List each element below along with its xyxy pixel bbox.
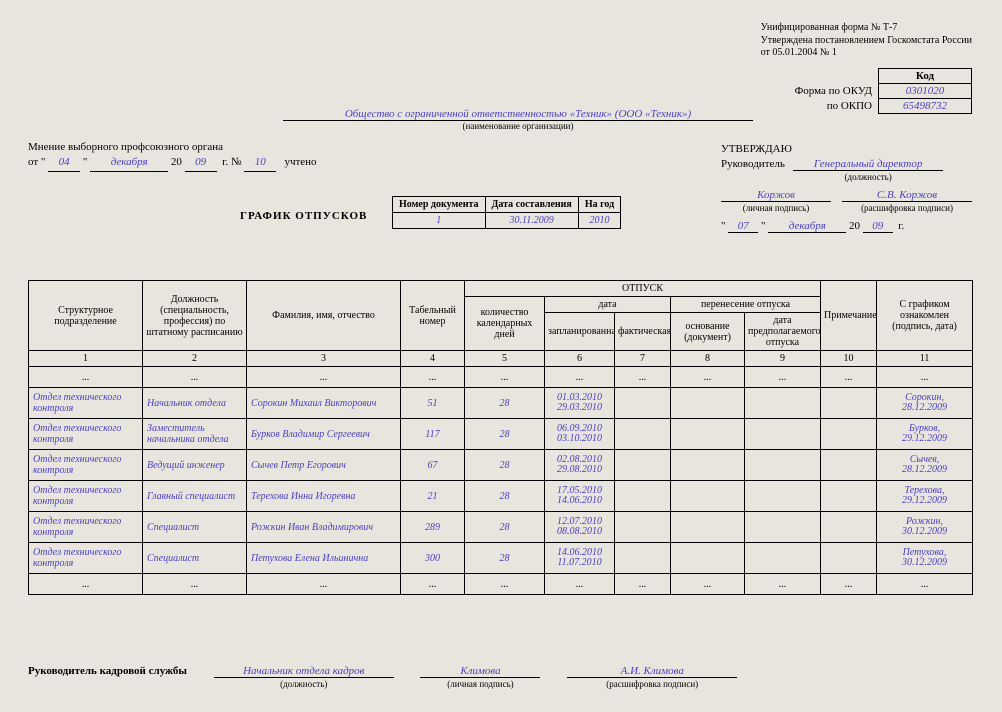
table-row: Отдел технического контроляНачальник отд… [29,388,973,419]
okud-label: Форма по ОКУД [789,84,879,99]
union-line2: от " 04 " декабря 20 09 г. № 10 учтено [28,155,317,171]
approve-year: 09 [863,220,893,233]
th-tab: Табельный номер [401,281,465,351]
union-no: 10 [244,155,276,171]
union-day: 04 [48,155,80,171]
th-dep: Структурное подразделение [29,281,143,351]
docinfo-h1: Номер документа [393,197,486,213]
approve-block: УТВЕРЖДАЮ Руководитель Генеральный дирек… [721,143,972,236]
footer-pos-sub: (должность) [280,679,327,689]
approve-month: декабря [768,220,846,233]
docinfo-table: Номер документа Дата составления На год … [392,196,621,229]
footer-position: Начальник отдела кадров [214,665,394,678]
footer-decipher: А.И. Климова [567,665,737,678]
docinfo-v3: 2010 [578,213,620,229]
document-page: Унифицированная форма № Т-7 Утверждена п… [0,0,1002,712]
okud-value: 0301020 [879,84,972,99]
form-note-line: от 05.01.2004 № 1 [761,47,972,60]
docinfo-h3: На год [578,197,620,213]
docinfo-v1: 1 [393,213,486,229]
approve-position-sub: (должность) [845,172,892,182]
docinfo-h2: Дата составления [485,197,578,213]
org-sub: (наименование организации) [218,121,818,131]
th-fact: фактическая [615,313,671,351]
union-line1: Мнение выборного профсоюзного органа [28,140,317,155]
approve-sig-sub: (личная подпись) [743,203,809,213]
th-pos: Должность (специальность, профессия) по … [143,281,247,351]
th-date: дата [545,297,671,313]
union-year: 09 [185,155,217,171]
approve-decipher: С.В. Коржов [842,189,972,202]
docinfo-v2: 30.11.2009 [485,213,578,229]
footer-sig-sub: (личная подпись) [447,679,513,689]
approve-dec-sub: (расшифровка подписи) [861,203,953,213]
th-plan: запланированная [545,313,615,351]
org-line: Общество с ограниченной ответственностью… [218,108,818,131]
union-month: декабря [90,155,168,171]
approve-title: УТВЕРЖДАЮ [721,143,972,155]
footer: Руководитель кадровой службы Начальник о… [28,665,737,690]
org-name: Общество с ограниченной ответственностью… [283,108,753,121]
footer-signature: Климова [420,665,540,678]
approve-day: 07 [728,220,758,233]
form-note-line: Утверждена постановлением Госкомстата Ро… [761,35,972,48]
table-body: .................................Отдел т… [29,367,973,595]
th-basis: основание (документ) [671,313,745,351]
main-table: Структурное подразделение Должность (спе… [28,280,973,595]
th-fio: Фамилия, имя, отчество [247,281,401,351]
table-row: Отдел технического контроляЗаместитель н… [29,419,973,450]
table-row: Отдел технического контроляСпециалистРож… [29,512,973,543]
doc-title: ГРАФИК ОТПУСКОВ [240,210,367,222]
table-row: Отдел технического контроляГлавный специ… [29,481,973,512]
th-otpusk: ОТПУСК [465,281,821,297]
union-block: Мнение выборного профсоюзного органа от … [28,140,317,172]
th-tdate: дата предполагаемого отпуска [745,313,821,351]
codes-header: Код [879,69,972,84]
numrow: 12 34 56 78 910 11 [29,351,973,367]
th-transfer: перенесение отпуска [671,297,821,313]
th-sign: С графиком ознакомлен (подпись, дата) [877,281,973,351]
okpo-value: 65498732 [879,99,972,114]
footer-dec-sub: (расшифровка подписи) [606,679,698,689]
form-note-line: Унифицированная форма № Т-7 [761,22,972,35]
table-row: Отдел технического контроляВедущий инжен… [29,450,973,481]
approve-signature: Коржов [721,189,831,202]
footer-label: Руководитель кадровой службы [28,665,187,677]
form-note: Унифицированная форма № Т-7 Утверждена п… [761,22,972,60]
approve-position: Генеральный директор [793,158,943,171]
th-days: количество календарных дней [465,297,545,351]
table-row: Отдел технического контроляСпециалистПет… [29,543,973,574]
th-note: Примечание [821,281,877,351]
approve-head-label: Руководитель [721,158,785,170]
